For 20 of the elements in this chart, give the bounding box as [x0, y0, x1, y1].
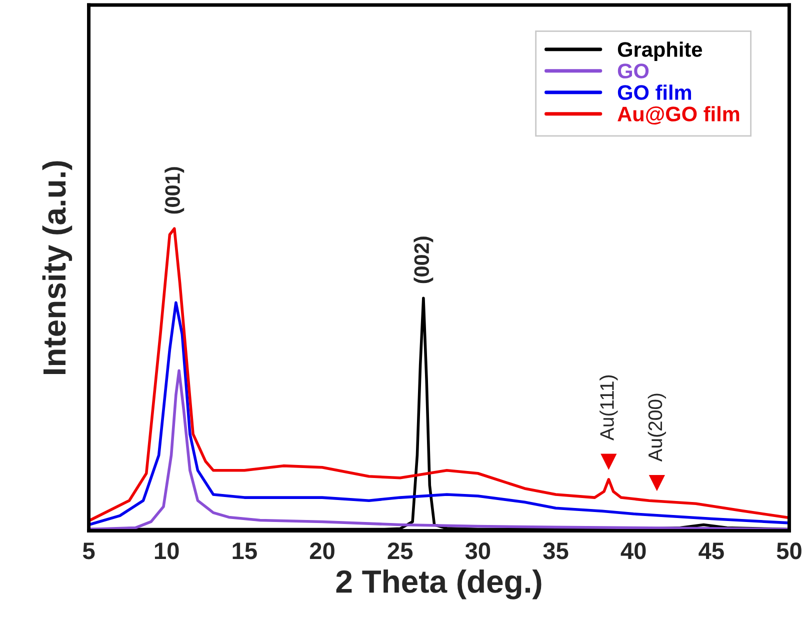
x-axis-title: 2 Theta (deg.): [336, 569, 542, 600]
x-tick-label: 5: [82, 542, 95, 560]
annotation: Au(200): [648, 394, 666, 462]
annotation: (002): [414, 236, 434, 284]
x-tick-label: 30: [465, 542, 490, 560]
x-tick-label: 25: [388, 542, 413, 560]
legend-label: Au@GO film: [618, 106, 740, 124]
annotation: Au(111): [600, 375, 618, 440]
legend-label: Graphite: [618, 42, 702, 62]
x-tick-label: 40: [620, 542, 646, 560]
x-tick-label: 20: [310, 542, 334, 560]
annotation: (001): [164, 167, 184, 214]
x-tick-label: 45: [698, 542, 724, 560]
y-axis-title: Intensity (a.u.): [42, 161, 72, 374]
x-tick-label: 35: [543, 542, 568, 560]
x-tick-label: 10: [154, 542, 179, 560]
x-tick-label: 15: [232, 542, 257, 560]
x-tick-label: 50: [776, 542, 802, 560]
legend-label: GO film: [618, 84, 692, 100]
legend-label: GO: [618, 64, 649, 78]
